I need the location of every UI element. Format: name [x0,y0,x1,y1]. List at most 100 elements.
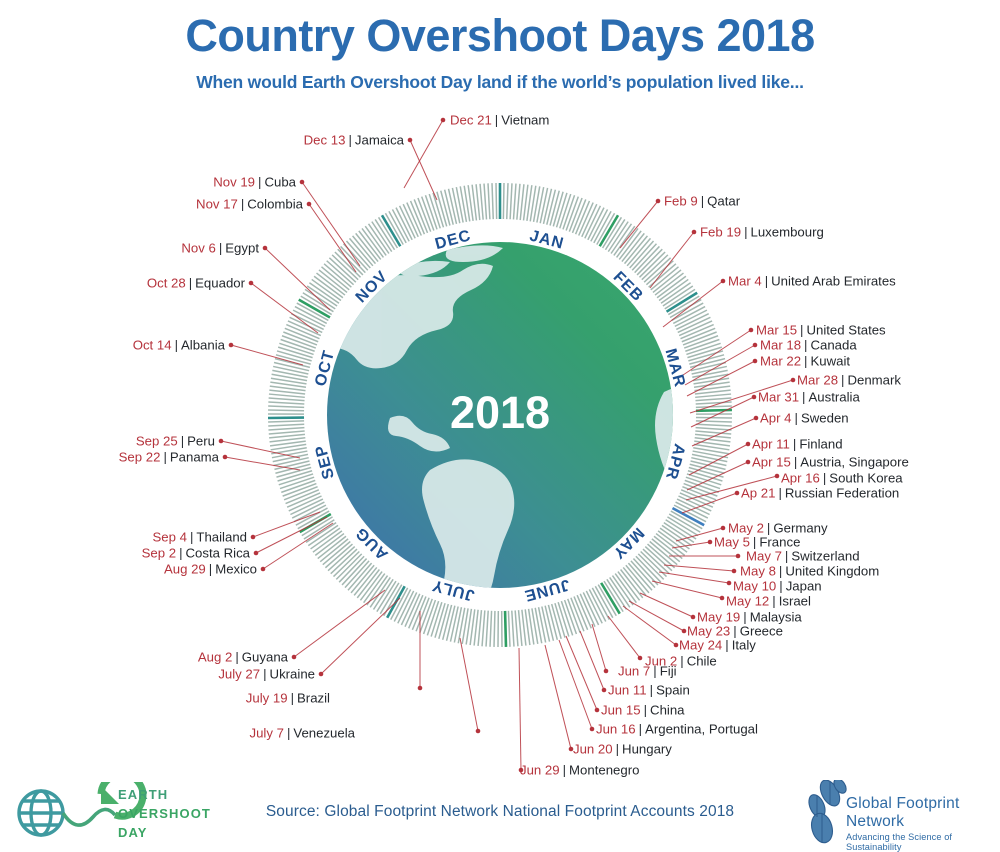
country-label[interactable]: May 8|United Kingdom [740,564,879,577]
calendar-tick [696,406,732,407]
calendar-tick [669,514,700,532]
country-label[interactable]: May 5|France [714,535,800,548]
country-label[interactable]: Aug 2|Guyana [198,650,288,663]
calendar-tick [484,184,486,220]
calendar-tick [401,592,416,625]
country-label[interactable]: Nov 19|Cuba [213,175,296,188]
country-label[interactable]: Jun 2|Chile [645,654,717,667]
calendar-tick [672,508,704,525]
calendar-tick [391,588,408,620]
country-label[interactable]: Mar 18|Canada [760,338,857,351]
country-name: Qatar [707,193,740,208]
calendar-tick [429,194,440,228]
month-label-may: MAY [609,524,647,562]
overshoot-date: Sep 2 [142,545,176,560]
calendar-tick [490,611,492,647]
calendar-tick [269,431,305,434]
country-label[interactable]: Ap 21|Russian Federation [741,486,899,499]
leader-dot [219,439,224,444]
country-label[interactable]: Aug 29|Mexico [164,562,257,575]
country-label[interactable]: May 12|Israel [726,594,811,607]
label-separator: | [284,725,293,740]
country-label[interactable]: Apr 15|Austria, Singapore [752,455,909,468]
calendar-tick [271,378,307,384]
country-label[interactable]: Nov 17|Colombia [196,197,303,210]
calendar-tick [306,523,336,543]
calendar-tick [281,480,315,492]
country-label[interactable]: Sep 22|Panama [119,450,219,463]
calendar-tick [379,217,398,248]
calendar-tick [631,561,655,588]
country-label[interactable]: Jun 20|Hungary [573,742,672,755]
country-label[interactable]: Feb 19|Luxembourg [700,225,824,238]
calendar-tick [372,222,392,252]
calendar-tick [269,394,305,397]
calendar-tick [626,565,649,593]
calendar-tick [269,434,305,438]
calendar-tick [685,480,719,492]
calendar-tick [268,406,304,407]
calendar-tick [608,222,628,252]
country-label[interactable]: May 7|Switzerland [746,549,860,562]
country-label[interactable]: July 19|Brazil [246,691,330,704]
country-label[interactable]: Apr 11|Finland [752,437,843,450]
country-label[interactable]: Dec 13|Jamaica [304,133,404,146]
leader-dot [691,615,696,620]
country-label[interactable]: Oct 28|Equador [147,276,245,289]
calendar-tick [676,314,708,330]
country-label[interactable]: Apr 4|Sweden [760,411,849,424]
country-label[interactable]: May 23|Greece [687,624,783,637]
country-label[interactable]: Jun 29|Montenegro [520,763,639,776]
calendar-tick [684,484,718,497]
label-separator: | [741,224,750,239]
country-name: Germany [773,520,827,535]
leader-dot [721,526,726,531]
leader-line [309,204,356,272]
country-label[interactable]: Jun 15|China [601,703,685,716]
calendar-tick [268,402,304,404]
country-label[interactable]: Feb 9|Qatar [664,194,740,207]
country-label[interactable]: Jun 16|Argentina, Portugal [596,722,758,735]
overshoot-date: Sep 22 [119,449,161,464]
calendar-tick [323,541,351,564]
country-label[interactable]: Oct 14|Albania [133,338,225,351]
calendar-tick [284,487,318,500]
country-label[interactable]: Sep 25|Peru [136,434,215,447]
country-name: Italy [732,637,756,652]
calendar-tick [652,539,680,562]
leader-dot [300,180,305,185]
country-label[interactable]: May 19|Malaysia [697,610,802,623]
calendar-tick [308,525,338,545]
country-label[interactable]: May 2|Germany [728,521,828,534]
country-label[interactable]: July 27|Ukraine [218,667,315,680]
calendar-tick [332,255,358,280]
calendar-tick [667,293,698,312]
country-label[interactable]: Sep 2|Costa Rica [142,546,250,559]
country-label[interactable]: July 7|Venezuela [250,726,356,739]
country-label[interactable]: May 10|Japan [733,579,822,592]
country-label[interactable]: Mar 28|Denmark [797,373,901,386]
country-label[interactable]: Mar 4|United Arab Emirates [728,274,896,287]
calendar-tick [690,359,725,368]
leader-line [650,232,694,288]
country-label[interactable]: Dec 21|Vietnam [450,113,549,126]
country-label[interactable]: Mar 31|Australia [758,390,860,403]
country-label[interactable]: Jun 11|Spain [608,683,690,696]
calendar-tick [675,310,707,326]
country-label[interactable]: Mar 22|Kuwait [760,354,850,367]
country-label[interactable]: May 24|Italy [679,638,756,651]
country-label[interactable]: Mar 15|United States [756,323,886,336]
calendar-tick [480,184,483,220]
country-label[interactable]: Nov 6|Egypt [181,241,259,254]
country-label[interactable]: Apr 16|South Korea [781,471,903,484]
label-separator: | [722,637,731,652]
calendar-tick [427,601,438,635]
calendar-tick [496,183,497,219]
calendar-tick [674,505,706,522]
calendar-tick [494,611,495,647]
calendar-tick [601,583,620,614]
country-label[interactable]: Sep 4|Thailand [153,530,248,543]
calendar-tick [460,186,466,221]
calendar-tick [510,183,512,219]
gfn-tagline: Advancing the Science of Sustainability [846,832,1000,852]
